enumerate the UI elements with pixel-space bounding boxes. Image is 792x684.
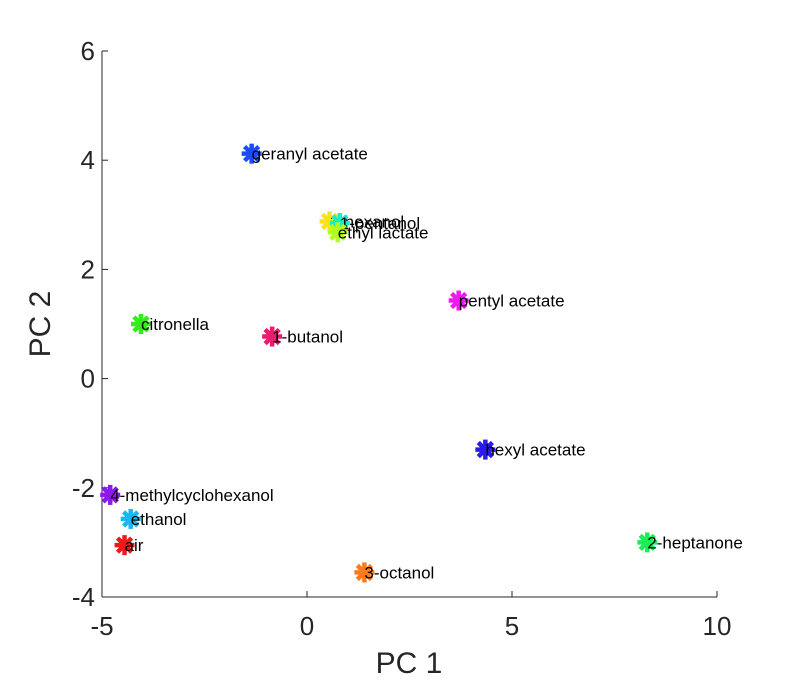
point-label: 1-pentanol [340,214,420,233]
x-axis: -5 0 5 10 PC 1 [90,591,731,680]
point-label: ethanol [131,510,187,529]
data-point: air [114,535,144,556]
point-label: citronella [141,315,210,334]
data-point: ethanol [120,508,187,529]
point-label: 2-heptanone [647,533,742,552]
data-point: geranyl acetate [241,143,368,164]
asterisk-marker [114,535,135,556]
y-ticks: -4 -2 0 2 4 6 [72,36,108,612]
asterisk-marker [241,143,262,164]
point-label: hexyl acetate [485,441,585,460]
x-axis-label: PC 1 [376,647,443,680]
point-label: 3-octanol [364,563,434,582]
data-point: 1-hexanol [319,211,405,232]
asterisk-marker [100,484,121,505]
data-point: 2-heptanone [637,532,743,553]
point-label: geranyl acetate [252,145,368,164]
point-label: 1-butanol [272,328,343,347]
asterisk-marker [130,314,151,334]
asterisk-marker [354,562,375,583]
y-tick-label: 6 [81,36,95,66]
asterisk-marker [637,532,658,553]
y-axis-label: PC 2 [24,291,57,358]
data-point: hexyl acetate [475,439,586,460]
y-tick-label: 0 [81,364,95,394]
data-point: pentyl acetate [448,290,565,311]
y-tick-label: -2 [72,473,95,503]
point-label: 1-hexanol [330,212,405,231]
point-label: air [125,536,144,555]
asterisk-marker [120,508,141,529]
x-ticks: -5 0 5 10 [90,591,731,641]
x-tick-label: -5 [90,611,113,641]
y-axis: -4 -2 0 2 4 6 PC 2 [24,36,108,612]
x-tick-label: 5 [505,611,519,641]
y-tick-label: -4 [72,582,95,612]
data-point: 4-methylcyclohexanol [100,484,274,505]
data-points: geranyl acetate 1-hexanol1-pentanolethyl … [100,143,743,583]
y-tick-label: 4 [81,145,95,175]
y-tick-label: 2 [81,254,95,284]
asterisk-marker [327,222,348,243]
data-point: 1-butanol [262,326,343,347]
data-point: citronella [130,314,210,334]
point-label: ethyl lactate [338,223,429,242]
x-tick-label: 10 [703,611,732,641]
x-tick-label: 0 [300,611,314,641]
data-point: ethyl lactate [327,222,429,243]
asterisk-marker [448,290,469,311]
data-point: 3-octanol [354,562,434,583]
asterisk-marker [475,439,496,460]
point-label: pentyl acetate [459,292,565,311]
asterisk-marker [262,326,283,347]
point-label: 4-methylcyclohexanol [110,486,273,505]
